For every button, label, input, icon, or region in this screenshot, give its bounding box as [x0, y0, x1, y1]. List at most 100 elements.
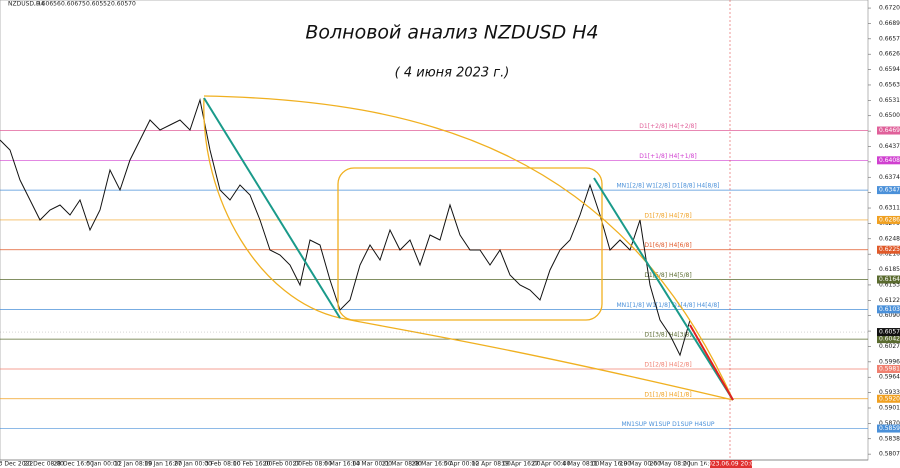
- level-price: 0.61035: [879, 306, 900, 313]
- y-tick-label: 0.59645: [879, 374, 900, 381]
- level-price: 0.62866: [879, 216, 900, 223]
- high: 0.60675: [61, 1, 86, 8]
- current-price-box: [877, 328, 900, 337]
- x-tick-label: 12 Jan 08:00: [114, 461, 152, 468]
- level-price-box: [877, 126, 900, 135]
- upper-arc: [203, 95, 734, 401]
- level-label: D1[+2/8] H4[+2/8]: [639, 123, 696, 130]
- level-price: 0.58594: [879, 425, 900, 432]
- x-tick-label: 4 May 08:00: [562, 461, 600, 468]
- level-label: D1[2/8] H4[2/8]: [644, 361, 691, 368]
- level-price: 0.64087: [879, 157, 900, 164]
- chart-subtitle: ( 4 июня 2023 г.): [395, 66, 510, 81]
- level-price-box: [877, 335, 900, 344]
- y-tick-label: 0.61535: [879, 281, 900, 288]
- level-price-box: [877, 215, 900, 224]
- wave-figures: [203, 95, 734, 401]
- open: 0.60656: [36, 1, 61, 8]
- range-box: [337, 167, 603, 321]
- lower-arc: [203, 97, 734, 401]
- x-tick-label: 5 Apr 00:00: [444, 461, 479, 468]
- x-tick-label: 20 Feb 00:00: [263, 461, 303, 468]
- y-tick-label: 0.66575: [879, 35, 900, 42]
- level-price-box: [877, 275, 900, 284]
- level-label: D1[6/8] H4[6/8]: [644, 242, 691, 249]
- level-label: D1[5/8] H4[5/8]: [644, 272, 691, 279]
- x-tick-label: 28 Mar 16:00: [412, 461, 452, 468]
- x-tick-label: 13 Dec 2022: [0, 461, 33, 468]
- cursor-time-box: [710, 460, 752, 468]
- level-price: 0.61646: [879, 276, 900, 283]
- wave-line: [593, 177, 734, 401]
- level-price-box: [877, 394, 900, 403]
- cursor-time: 2023.06.09 20:00: [704, 461, 758, 468]
- levels: D1[+2/8] H4[+2/8] D1[+1/8] H4[+1/8] MN1[2/…: [0, 123, 868, 429]
- y-tick-label: 0.58385: [879, 435, 900, 442]
- level-label: D1[3/8] H4[3/8]: [644, 332, 691, 339]
- level-price-box: [877, 245, 900, 254]
- forecast-line: [689, 324, 734, 401]
- level-price: 0.60425: [879, 336, 900, 343]
- level-price-box: [877, 424, 900, 433]
- level-price-box: [877, 305, 900, 314]
- x-tick-label: 3 Feb 08:00: [205, 461, 241, 468]
- x-tick-label: 5 Jan 00:00: [86, 461, 120, 468]
- x-tick-label: 12 Apr 08:00: [472, 461, 511, 468]
- level-price: 0.64697: [879, 127, 900, 134]
- close: 0.60570: [111, 1, 136, 8]
- level-price: 0.62256: [879, 246, 900, 253]
- level-label: MN1[1/8] W1[1/8] D1[4/8] H4[4/8]: [616, 302, 719, 309]
- wave-line: [203, 97, 341, 319]
- level-price: 0.59814: [879, 365, 900, 372]
- y-tick-label: 0.65315: [879, 97, 900, 104]
- header: NZDUSD,H4 0.60656 0.60675 0.60552 0.6057…: [8, 1, 136, 8]
- chart-title: Волновой анализ NZDUSD H4: [305, 22, 598, 44]
- x-tick-label: 21 Mar 08:00: [382, 461, 422, 468]
- level-price-box: [877, 156, 900, 165]
- x-tick-label: 10 Feb 16:00: [233, 461, 273, 468]
- level-label: D1[1/8] H4[1/8]: [644, 391, 691, 398]
- level-label: D1[7/8] H4[7/8]: [644, 212, 691, 219]
- y-tick-label: 0.67205: [879, 5, 900, 12]
- level-label: D1[+1/8] H4[+1/8]: [639, 153, 696, 160]
- level-price: 0.63477: [879, 187, 900, 194]
- level-price-box: [877, 364, 900, 373]
- x-tick-label: 19 May 00:00: [620, 461, 661, 468]
- level-label: MN1SUP W1SUP D1SUP H4SUP: [622, 421, 715, 428]
- y-tick-label: 0.60275: [879, 343, 900, 350]
- x-tick-label: 14 Mar 00:00: [352, 461, 392, 468]
- x-tick-label: 19 Apr 16:00: [501, 461, 540, 468]
- price-line: [0, 98, 691, 357]
- level-label: MN1[2/8] W1[2/8] D1[8/8] H4[8/8]: [616, 183, 719, 190]
- y-tick-label: 0.59015: [879, 404, 900, 411]
- x-tick-label: 27 Apr 00:00: [531, 461, 570, 468]
- x-tick-label: 6 Mar 16:00: [324, 461, 360, 468]
- level-price: 0.59204: [879, 395, 900, 402]
- y-tick-label: 0.65945: [879, 66, 900, 73]
- low: 0.60552: [86, 1, 111, 8]
- x-tick-label: 28 Dec 16:00: [53, 461, 94, 468]
- x-tick-label: 2 Jun 16:00: [683, 461, 717, 468]
- y-tick-label: 0.60905: [879, 312, 900, 319]
- x-tick-label: 26 May 08:00: [650, 461, 691, 468]
- y-tick-label: 0.62165: [879, 251, 900, 258]
- x-tick-label: 27 Jan 00:00: [174, 461, 212, 468]
- symbol: NZDUSD,H4: [8, 1, 44, 8]
